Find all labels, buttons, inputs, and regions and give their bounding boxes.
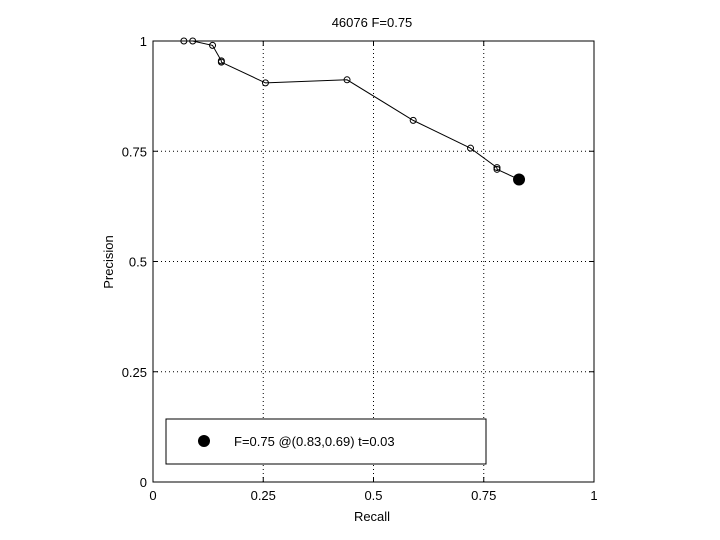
legend-box <box>165 418 487 465</box>
series-group <box>180 37 526 186</box>
pr-curve-point <box>217 58 225 66</box>
x-axis-label: Recall <box>354 509 390 524</box>
pr-curve-point <box>409 116 417 124</box>
pr-curve-point <box>261 79 269 87</box>
pr-curve-point <box>493 165 501 173</box>
pr-curve-point <box>189 37 197 45</box>
pr-curve-point <box>180 37 188 45</box>
x-tick-label: 0.25 <box>251 488 276 503</box>
x-tick-label: 0.5 <box>364 488 382 503</box>
pr-curve-point <box>209 41 217 49</box>
x-tick-label: 0 <box>149 488 156 503</box>
x-tick-label: 0.75 <box>471 488 496 503</box>
y-tick-label: 0 <box>140 475 147 490</box>
y-tick-label: 0.5 <box>129 255 147 270</box>
legend: F=0.75 @(0.83,0.69) t=0.03 <box>165 418 487 465</box>
pr-curve-point <box>467 144 475 152</box>
chart-title: 46076 F=0.75 <box>332 15 413 30</box>
legend-marker <box>198 435 210 447</box>
axis-ticks: 0 0.25 0.5 0.75 1 0 0.25 0.5 0.75 1 <box>122 34 598 503</box>
y-axis-label: Precision <box>101 235 116 288</box>
grid <box>153 41 594 482</box>
pr-curve-point <box>343 76 351 84</box>
legend-label: F=0.75 @(0.83,0.69) t=0.03 <box>234 434 395 449</box>
y-tick-label: 1 <box>140 34 147 49</box>
y-tick-label: 0.25 <box>122 365 147 380</box>
best-f-point <box>513 173 526 186</box>
pr-curve-line <box>183 40 520 180</box>
x-tick-label: 1 <box>590 488 597 503</box>
y-tick-label: 0.75 <box>122 144 147 159</box>
